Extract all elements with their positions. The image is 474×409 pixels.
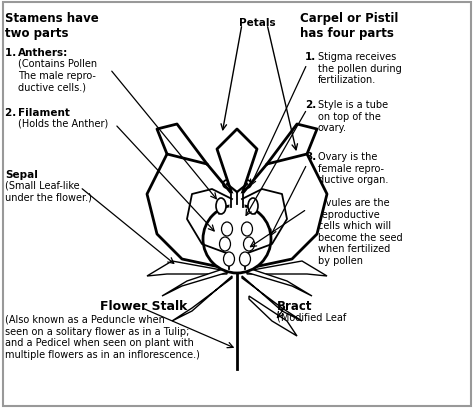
Text: Anthers:: Anthers:: [18, 48, 68, 58]
Ellipse shape: [241, 222, 253, 236]
Text: 4.: 4.: [305, 198, 316, 207]
Text: Style is a tube
on top of the
ovary.: Style is a tube on top of the ovary.: [318, 100, 388, 133]
Polygon shape: [267, 125, 317, 164]
Polygon shape: [242, 189, 287, 254]
Ellipse shape: [219, 237, 230, 252]
Text: 2.: 2.: [305, 100, 316, 110]
Text: 1.: 1.: [5, 48, 24, 58]
Text: Stamens have
two parts: Stamens have two parts: [5, 12, 99, 40]
Text: (Modified Leaf: (Modified Leaf: [277, 312, 346, 322]
Polygon shape: [172, 276, 232, 321]
Polygon shape: [242, 276, 302, 321]
Ellipse shape: [239, 252, 250, 266]
Text: Ovules are the
reproductive
cells which will
become the seed
when fertilized
by : Ovules are the reproductive cells which …: [318, 198, 402, 265]
Polygon shape: [242, 266, 312, 296]
Text: Petals: Petals: [239, 18, 275, 28]
Polygon shape: [157, 125, 207, 164]
Text: (Also known as a Peduncle when
seen on a solitary flower as in a Tulip;
and a Pe: (Also known as a Peduncle when seen on a…: [5, 314, 200, 359]
Text: 3.: 3.: [305, 152, 316, 162]
Text: 2.: 2.: [5, 108, 24, 118]
Ellipse shape: [248, 198, 258, 214]
Polygon shape: [187, 189, 232, 254]
Polygon shape: [249, 296, 297, 336]
Text: Carpel or Pistil
has four parts: Carpel or Pistil has four parts: [300, 12, 398, 40]
Ellipse shape: [224, 252, 235, 266]
Polygon shape: [242, 155, 327, 270]
Text: (Contains Pollen
The male repro-
ductive cells.): (Contains Pollen The male repro- ductive…: [18, 59, 97, 92]
Text: 1.: 1.: [305, 52, 316, 62]
Ellipse shape: [216, 198, 226, 214]
Text: Bract: Bract: [277, 299, 312, 312]
Ellipse shape: [244, 237, 255, 252]
Text: Ovary is the
female repro-
ductive organ.: Ovary is the female repro- ductive organ…: [318, 152, 388, 185]
Text: Filament: Filament: [18, 108, 70, 118]
Text: (Small Leaf-like
under the flower.): (Small Leaf-like under the flower.): [5, 180, 92, 202]
Text: Sepal: Sepal: [5, 170, 38, 180]
Text: (Holds the Anther): (Holds the Anther): [18, 119, 108, 129]
Polygon shape: [147, 261, 227, 276]
Polygon shape: [229, 254, 245, 270]
Ellipse shape: [221, 222, 233, 236]
Polygon shape: [162, 266, 232, 296]
Polygon shape: [247, 261, 327, 276]
Ellipse shape: [203, 205, 271, 273]
Text: Stigma receives
the pollen during
fertilization.: Stigma receives the pollen during fertil…: [318, 52, 402, 85]
Polygon shape: [230, 195, 244, 207]
Polygon shape: [217, 130, 257, 195]
Polygon shape: [147, 155, 232, 270]
Text: Flower Stalk: Flower Stalk: [100, 299, 187, 312]
